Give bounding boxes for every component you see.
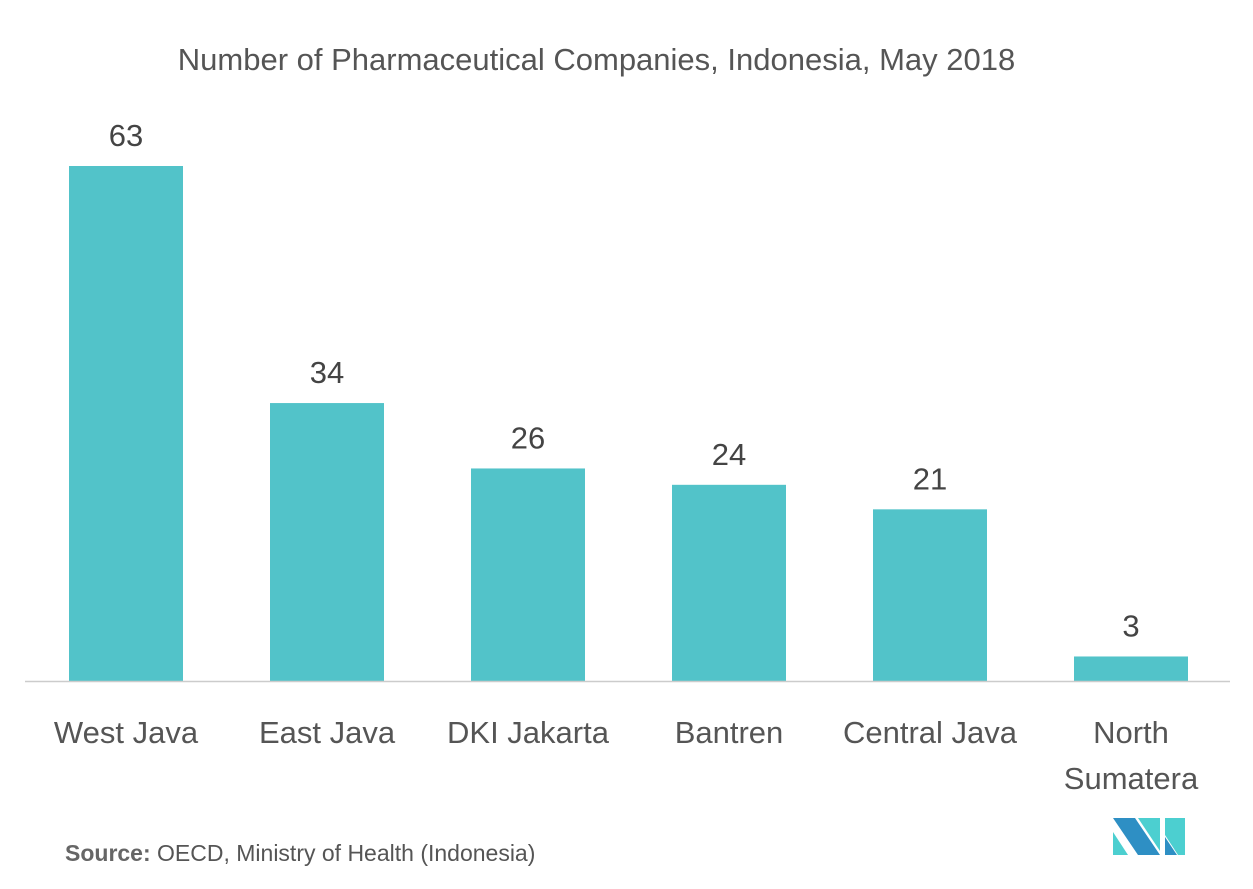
data-label: 3	[1122, 608, 1139, 643]
chart-title: Number of Pharmaceutical Companies, Indo…	[177, 42, 1016, 77]
data-label: 24	[712, 437, 746, 472]
data-label: 26	[511, 420, 545, 455]
x-tick-label: Sumatera	[1064, 761, 1199, 796]
x-tick-label: Bantren	[675, 715, 784, 750]
bar	[672, 484, 786, 681]
bar-chart: 63 West Java 34 East Java 26 DKI Jakarta 24 Ban…	[25, 118, 1230, 796]
bar	[1074, 656, 1188, 681]
bar	[69, 166, 183, 681]
source-label: Source:	[65, 840, 151, 866]
company-logo	[1113, 818, 1185, 855]
source-text: OECD, Ministry of Health (Indonesia)	[150, 840, 536, 866]
bar	[270, 403, 384, 681]
data-label: 21	[913, 461, 947, 496]
data-label: 34	[310, 355, 344, 390]
x-tick-label: Central Java	[843, 715, 1018, 750]
bar	[873, 509, 987, 681]
data-label: 63	[109, 118, 143, 153]
x-tick-label: West Java	[54, 715, 199, 750]
bar	[471, 468, 585, 681]
source-note: Source: OECD, Ministry of Health (Indone…	[65, 840, 535, 867]
x-tick-label: East Java	[259, 715, 396, 750]
x-tick-label: North	[1093, 715, 1169, 750]
x-tick-label: DKI Jakarta	[447, 715, 610, 750]
